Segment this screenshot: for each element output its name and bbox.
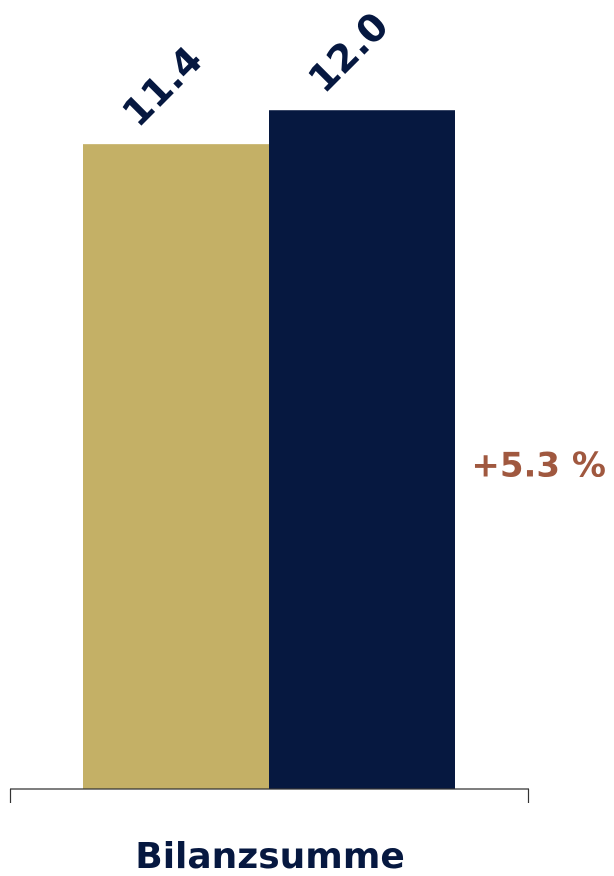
bar-2 [269, 110, 455, 790]
x-axis [9, 788, 530, 803]
value-label-2: 12.0 [300, 4, 397, 101]
value-label-1: 11.4 [114, 38, 211, 135]
category-label: Bilanzsumme [135, 836, 405, 876]
change-label: +5.3 % [471, 446, 606, 486]
bar-1 [83, 144, 269, 790]
bars [83, 110, 455, 790]
